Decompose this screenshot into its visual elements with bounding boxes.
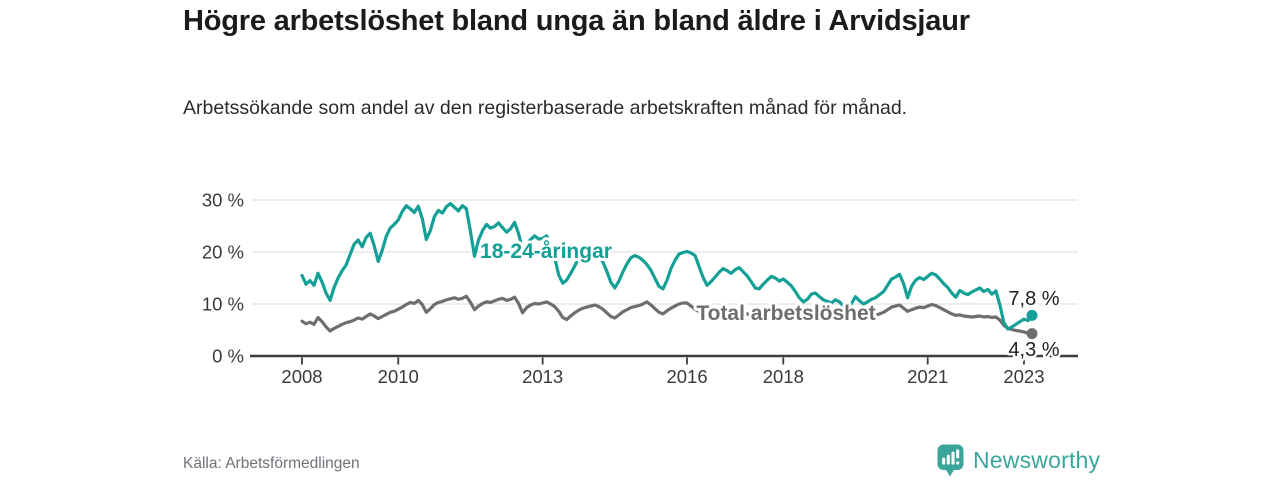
x-tick-label: 2013 xyxy=(522,366,563,387)
x-tick-label: 2023 xyxy=(1003,366,1044,387)
chart-grid: 0 % 10 % 20 % 30 % 2008 2010 2013 2016 2018 2021 2… xyxy=(202,190,1078,387)
x-tick-label: 2021 xyxy=(907,366,948,387)
series-label-total: Total arbetslöshet xyxy=(696,302,875,325)
y-tick-label: 30 % xyxy=(202,190,244,211)
chart-subtitle: Arbetssökande som andel av den registerb… xyxy=(183,97,908,119)
series-end-dot xyxy=(1026,328,1038,340)
chart-title: Högre arbetslöshet bland unga än bland ä… xyxy=(183,5,970,37)
y-tick-label: 20 % xyxy=(202,242,244,263)
series-end-dot xyxy=(1026,309,1038,321)
newsworthy-bubble-chart-icon xyxy=(937,444,964,477)
source-note: Källa: Arbetsförmedlingen xyxy=(183,455,360,472)
end-value-youth: 7,8 % xyxy=(1008,288,1059,310)
series-line xyxy=(300,294,1034,336)
x-tick-label: 2010 xyxy=(378,366,419,387)
series-line xyxy=(300,202,1034,331)
newsworthy-logo: Newsworthy xyxy=(937,444,1100,477)
newsworthy-wordmark: Newsworthy xyxy=(973,447,1101,473)
x-tick-label: 2018 xyxy=(763,366,804,387)
x-tick-label: 2016 xyxy=(666,366,707,387)
end-value-total: 4,3 % xyxy=(1008,339,1059,361)
y-tick-label: 0 % xyxy=(212,346,244,367)
x-tick-label: 2008 xyxy=(281,366,322,387)
y-tick-label: 10 % xyxy=(202,294,244,315)
chart-series xyxy=(300,202,1038,340)
series-label-youth: 18-24-åringar xyxy=(480,240,612,263)
